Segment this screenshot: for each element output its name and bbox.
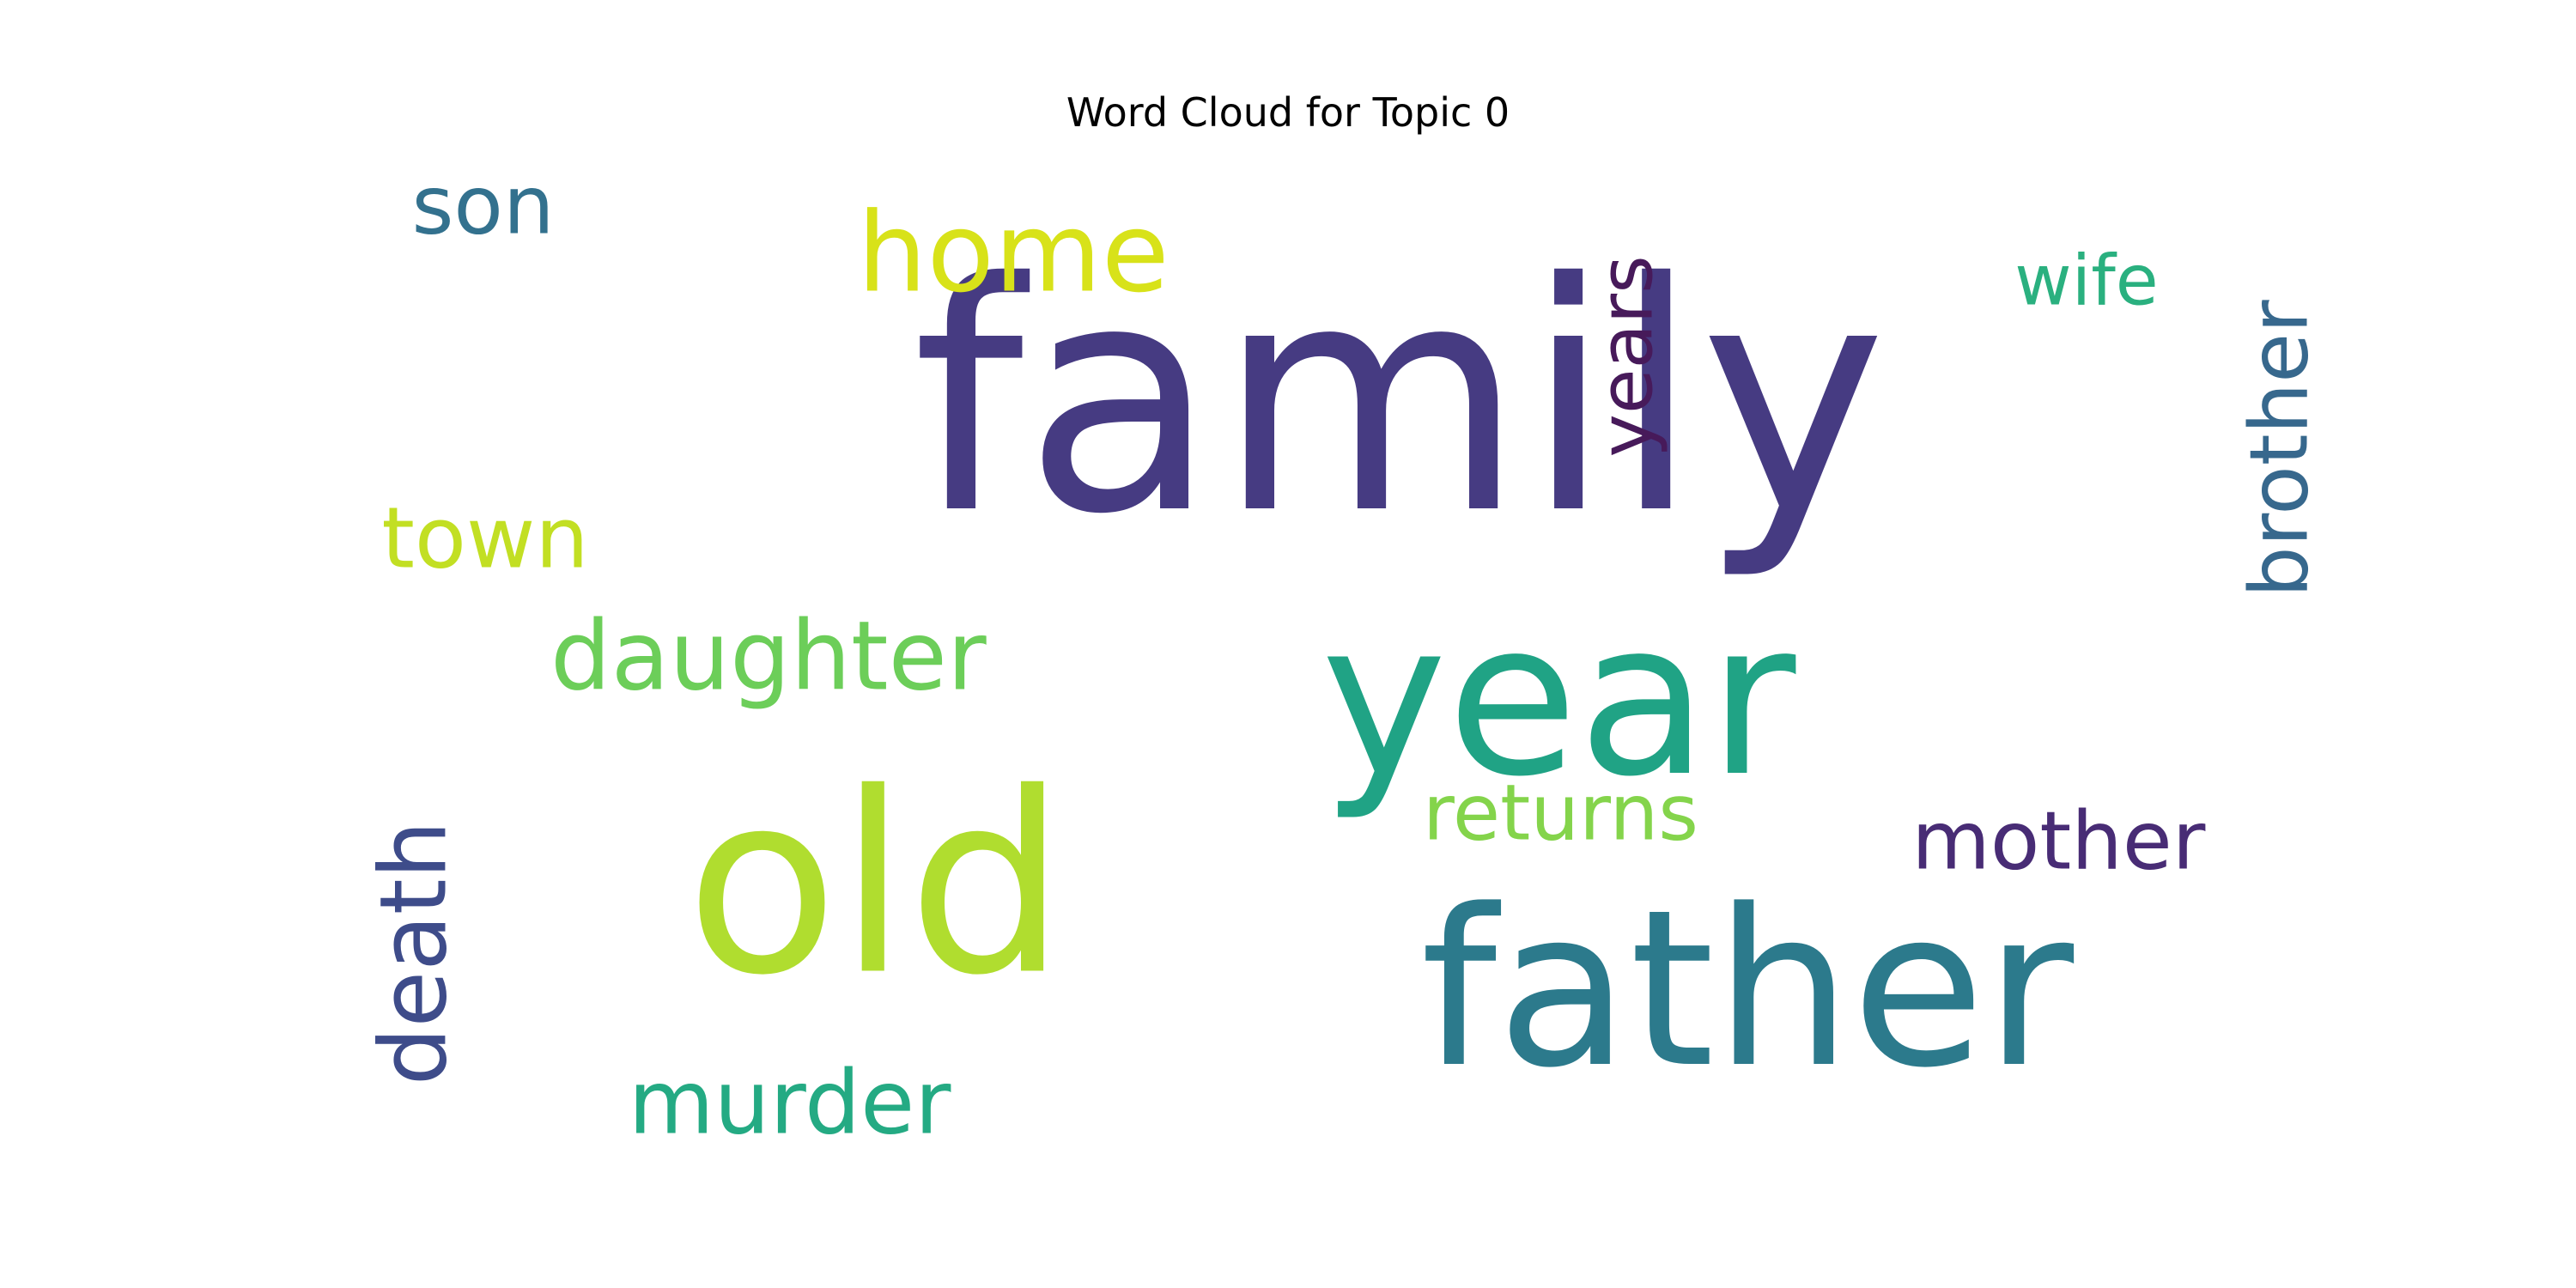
word-son: son bbox=[411, 160, 554, 253]
page-title: Word Cloud for Topic 0 bbox=[1066, 89, 1510, 136]
word-murder: murder bbox=[629, 1053, 951, 1155]
word-town: town bbox=[381, 490, 588, 588]
word-returns: returns bbox=[1423, 769, 1698, 859]
word-wife: wife bbox=[2014, 241, 2159, 322]
word-mother: mother bbox=[1911, 795, 2205, 889]
word-old: old bbox=[686, 739, 1066, 1030]
word-brother: brother bbox=[2233, 300, 2327, 598]
word-family: family bbox=[913, 216, 1886, 583]
word-daughter: daughter bbox=[550, 602, 987, 713]
word-father: father bbox=[1420, 864, 2074, 1115]
word-death: death bbox=[361, 821, 468, 1086]
word-home: home bbox=[857, 190, 1169, 318]
word-years: years bbox=[1585, 255, 1670, 457]
word-year: year bbox=[1321, 576, 1795, 823]
